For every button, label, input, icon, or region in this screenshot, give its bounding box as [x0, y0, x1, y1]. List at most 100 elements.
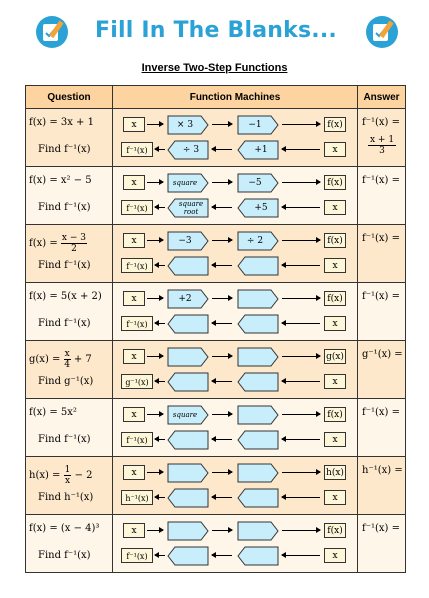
find-inverse-prompt: Find h⁻¹(x)	[38, 492, 94, 503]
function-machine[interactable]	[237, 405, 279, 425]
inverse-machine-slot[interactable]	[237, 256, 279, 276]
answer-cell[interactable]: f⁻¹(x) =	[357, 282, 406, 341]
answer-cell[interactable]: h⁻¹(x) =	[357, 456, 406, 515]
forward-machine: x square f(x)	[117, 405, 355, 425]
arrow-left-icon	[154, 494, 165, 500]
answer-label[interactable]: h⁻¹(x) =	[362, 465, 403, 476]
function-machine[interactable]: −5	[237, 173, 279, 193]
inverse-machine-slot[interactable]	[167, 546, 209, 566]
question-cell: f(x) = 5(x + 2) Find f⁻¹(x)	[25, 282, 113, 341]
function-machine[interactable]	[167, 521, 209, 541]
function-machine[interactable]: ÷ 2	[237, 231, 279, 251]
inverse-machine-slot[interactable]	[167, 314, 209, 334]
forward-machine: x −3 ÷ 2 f(x)	[117, 231, 355, 251]
inverse-machine-slot[interactable]: ÷ 3	[167, 140, 209, 160]
question-header: Question	[25, 85, 113, 109]
worksheet-table: Question Function Machines Answer f(x) =…	[25, 85, 406, 573]
inverse-machine-slot[interactable]: +5	[237, 198, 279, 218]
function-machine[interactable]	[237, 521, 279, 541]
inverse-machine-slot[interactable]	[237, 314, 279, 334]
function-machine[interactable]	[237, 463, 279, 483]
function-machine[interactable]: × 3	[167, 115, 209, 135]
inverse-machine-slot[interactable]	[237, 546, 279, 566]
answer-cell[interactable]: f⁻¹(x) =	[357, 398, 406, 457]
inverse-machine-slot[interactable]: square root	[167, 198, 209, 218]
function-machine[interactable]	[167, 463, 209, 483]
arrow-left-icon	[281, 204, 320, 210]
machines-cell: x +2 f(x) f⁻¹(x) x	[112, 282, 358, 341]
machines-cell: x −3 ÷ 2 f(x) f⁻¹(x) x	[112, 224, 358, 283]
inverse-output-box: f⁻¹(x)	[121, 548, 153, 563]
inverse-machine-slot[interactable]	[167, 488, 209, 508]
input-box: x	[123, 291, 145, 306]
forward-machine: x square −5 f(x)	[117, 173, 355, 193]
function-machine[interactable]: −3	[167, 231, 209, 251]
inverse-input-box: x	[324, 490, 346, 505]
arrow-left-icon	[211, 320, 232, 326]
arrow-left-icon	[211, 552, 232, 558]
machines-cell: x square −5 f(x) f⁻¹(x) square root +5 x	[112, 166, 358, 225]
answer-label[interactable]: f⁻¹(x) =	[362, 407, 400, 418]
inverse-machine-slot[interactable]: +1	[237, 140, 279, 160]
arrow-left-icon	[281, 494, 320, 500]
inverse-input-box: x	[324, 432, 346, 447]
arrow-left-icon	[154, 146, 165, 152]
arrow-left-icon	[154, 552, 165, 558]
inverse-machine-slot[interactable]	[237, 488, 279, 508]
output-box: g(x)	[324, 349, 346, 364]
function-machine[interactable]: −1	[237, 115, 279, 135]
answer-label[interactable]: f⁻¹(x) =	[362, 233, 400, 244]
function-machine[interactable]: square	[167, 405, 209, 425]
function-machine[interactable]	[237, 347, 279, 367]
header: Fill In The Blanks...	[0, 0, 429, 62]
function-machine[interactable]: +2	[167, 289, 209, 309]
answer-label[interactable]: g⁻¹(x) =	[362, 349, 403, 360]
arrow-right-icon	[147, 353, 164, 359]
arrow-right-icon	[212, 469, 233, 475]
machines-cell: x square f(x) f⁻¹(x) x	[112, 398, 358, 457]
answer-label[interactable]: f⁻¹(x) =	[362, 523, 400, 534]
pencil-check-icon	[36, 16, 68, 48]
answer-cell[interactable]: g⁻¹(x) =	[357, 340, 406, 399]
answer-cell[interactable]: f⁻¹(x) =	[357, 224, 406, 283]
function-machine[interactable]	[237, 289, 279, 309]
forward-machine: x g(x)	[117, 347, 355, 367]
answer-label[interactable]: f⁻¹(x) =	[362, 117, 400, 128]
question-cell: f(x) = (x − 4)³ Find f⁻¹(x)	[25, 514, 113, 573]
find-inverse-prompt: Find f⁻¹(x)	[38, 318, 91, 329]
function-machine[interactable]: square	[167, 173, 209, 193]
answer-cell[interactable]: f⁻¹(x) =	[357, 514, 406, 573]
function-machine[interactable]	[167, 347, 209, 367]
inverse-output-box: f⁻¹(x)	[121, 200, 153, 215]
function-definition: f(x) = 5(x + 2)	[29, 291, 102, 302]
machines-cell: x × 3 −1 f(x) f⁻¹(x) ÷ 3 +1 x	[112, 108, 358, 167]
inverse-machine-slot[interactable]	[237, 430, 279, 450]
arrow-left-icon	[211, 378, 232, 384]
inverse-machine-slot[interactable]	[167, 256, 209, 276]
inverse-machine-slot[interactable]	[167, 372, 209, 392]
output-box: f(x)	[324, 233, 346, 248]
input-box: x	[123, 175, 145, 190]
answer-label[interactable]: f⁻¹(x) =	[362, 291, 400, 302]
answer-cell[interactable]: f⁻¹(x) =	[357, 166, 406, 225]
find-inverse-prompt: Find f⁻¹(x)	[38, 260, 91, 271]
inverse-input-box: x	[324, 316, 346, 331]
output-box: f(x)	[324, 175, 346, 190]
page-subtitle: Inverse Two-Step Functions	[141, 62, 288, 74]
output-box: h(x)	[324, 465, 346, 480]
inverse-machine-slot[interactable]	[237, 372, 279, 392]
question-cell: f(x) = x² − 5 Find f⁻¹(x)	[25, 166, 113, 225]
answer-label[interactable]: f⁻¹(x) =	[362, 175, 400, 186]
inverse-input-box: x	[324, 200, 346, 215]
table-row: f(x) = 5x² Find f⁻¹(x) x square f(x) f⁻¹(…	[25, 398, 406, 457]
inverse-output-box: f⁻¹(x)	[121, 258, 153, 273]
inverse-machine-slot[interactable]	[167, 430, 209, 450]
question-cell: f(x) = 5x² Find f⁻¹(x)	[25, 398, 113, 457]
arrow-right-icon	[212, 179, 233, 185]
arrow-left-icon	[281, 146, 320, 152]
